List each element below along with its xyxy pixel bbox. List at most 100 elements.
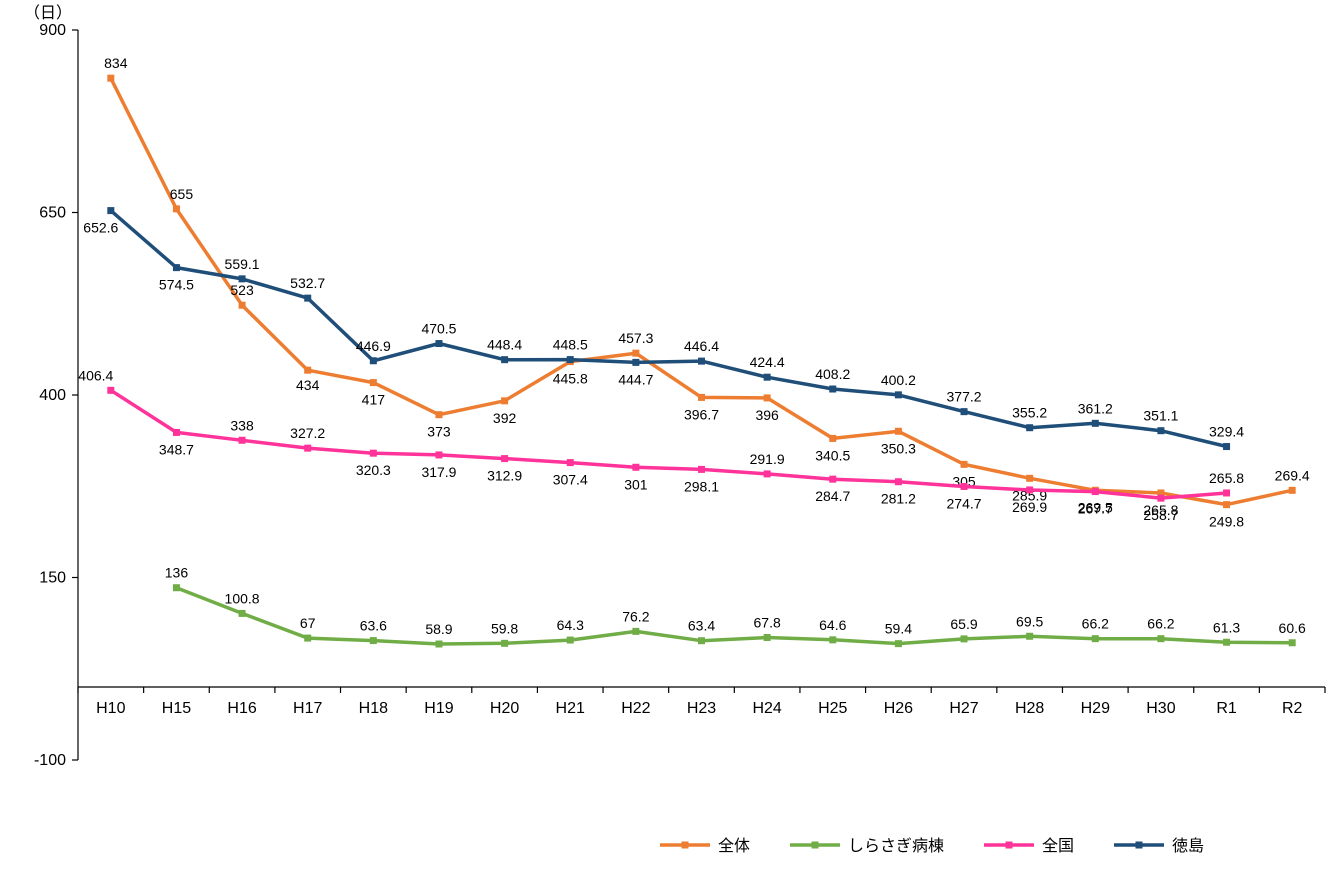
x-tick-label: H25 xyxy=(818,700,847,717)
data-label: 434 xyxy=(296,377,320,393)
data-label: 377.2 xyxy=(947,389,982,405)
data-label: 65.9 xyxy=(950,616,977,632)
series-marker xyxy=(699,358,705,364)
data-label: 66.2 xyxy=(1147,616,1174,632)
series-marker xyxy=(502,357,508,363)
series-marker xyxy=(895,428,901,434)
data-label: 274.7 xyxy=(947,495,982,511)
data-label: 406.4 xyxy=(78,367,113,383)
data-label: 265.8 xyxy=(1209,470,1244,486)
data-label: 523 xyxy=(230,282,254,298)
legend-label: 徳島 xyxy=(1172,837,1204,855)
data-label: 348.7 xyxy=(159,441,194,457)
data-label: 61.3 xyxy=(1213,619,1240,635)
series-marker xyxy=(764,635,770,641)
data-label: 652.6 xyxy=(83,220,118,236)
data-label: 60.6 xyxy=(1279,620,1306,636)
series-marker xyxy=(830,637,836,643)
data-label: 69.5 xyxy=(1016,613,1043,629)
data-label: 400.2 xyxy=(881,372,916,388)
x-tick-label: H15 xyxy=(162,700,191,717)
data-label: 340.5 xyxy=(815,447,850,463)
y-tick-label: 900 xyxy=(39,22,66,39)
data-label: 417 xyxy=(362,392,386,408)
data-label: 446.9 xyxy=(356,338,391,354)
chart-bg xyxy=(0,0,1344,880)
series-marker xyxy=(699,638,705,644)
series-marker xyxy=(830,435,836,441)
legend-marker xyxy=(1136,842,1143,849)
data-label: 298.1 xyxy=(684,478,719,494)
data-label: 445.8 xyxy=(553,371,588,387)
series-marker xyxy=(895,479,901,485)
series-marker xyxy=(1092,489,1098,495)
data-label: 59.8 xyxy=(491,620,518,636)
data-label: 350.3 xyxy=(881,440,916,456)
series-marker xyxy=(567,637,573,643)
data-label: 317.9 xyxy=(421,464,456,480)
series-marker xyxy=(764,471,770,477)
legend-marker xyxy=(1006,842,1013,849)
data-label: 327.2 xyxy=(290,425,325,441)
data-label: 58.9 xyxy=(425,621,452,637)
data-label: 136 xyxy=(165,565,189,581)
y-tick-label: 150 xyxy=(39,570,66,587)
series-marker xyxy=(108,208,114,214)
data-label: 307.4 xyxy=(553,472,588,488)
series-marker xyxy=(1224,444,1230,450)
series-marker xyxy=(108,75,114,81)
data-label: 338 xyxy=(230,417,254,433)
data-label: 100.8 xyxy=(225,590,260,606)
series-marker xyxy=(961,461,967,467)
series-marker xyxy=(436,412,442,418)
series-marker xyxy=(764,374,770,380)
series-marker xyxy=(370,358,376,364)
series-marker xyxy=(1224,639,1230,645)
data-label: 655 xyxy=(170,186,194,202)
series-marker xyxy=(1092,636,1098,642)
data-label: 258.7 xyxy=(1143,507,1178,523)
x-tick-label: H24 xyxy=(752,700,781,717)
chart-svg: （日）-100150400650900H10H15H16H17H18H19H20… xyxy=(0,0,1344,880)
y-axis-unit: （日） xyxy=(24,4,72,22)
series-marker xyxy=(239,276,245,282)
series-marker xyxy=(961,483,967,489)
data-label: 64.3 xyxy=(557,617,584,633)
x-tick-label: H30 xyxy=(1146,700,1175,717)
series-marker xyxy=(1224,502,1230,508)
series-marker xyxy=(1027,633,1033,639)
data-label: 559.1 xyxy=(225,256,260,272)
series-marker xyxy=(1158,636,1164,642)
series-marker xyxy=(1092,420,1098,426)
series-marker xyxy=(961,409,967,415)
series-marker xyxy=(305,445,311,451)
series-marker xyxy=(699,466,705,472)
series-marker xyxy=(239,610,245,616)
legend-label: 全体 xyxy=(718,837,750,855)
data-label: 269.9 xyxy=(1012,499,1047,515)
line-chart: （日）-100150400650900H10H15H16H17H18H19H20… xyxy=(0,0,1344,880)
x-tick-label: H18 xyxy=(359,700,388,717)
data-label: 281.2 xyxy=(881,491,916,507)
series-marker xyxy=(1027,487,1033,493)
data-label: 373 xyxy=(427,424,451,440)
data-label: 574.5 xyxy=(159,277,194,293)
x-tick-label: H23 xyxy=(687,700,716,717)
data-label: 329.4 xyxy=(1209,424,1244,440)
series-marker xyxy=(764,395,770,401)
series-marker xyxy=(239,302,245,308)
series-marker xyxy=(502,398,508,404)
series-marker xyxy=(173,585,179,591)
series-marker xyxy=(1158,428,1164,434)
data-label: 284.7 xyxy=(815,488,850,504)
series-marker xyxy=(895,641,901,647)
data-label: 76.2 xyxy=(622,608,649,624)
series-marker xyxy=(305,635,311,641)
series-marker xyxy=(1289,487,1295,493)
series-marker xyxy=(633,359,639,365)
series-marker xyxy=(567,460,573,466)
x-tick-label: H26 xyxy=(884,700,913,717)
x-tick-label: H10 xyxy=(96,700,125,717)
data-label: 67 xyxy=(300,615,316,631)
series-marker xyxy=(1158,495,1164,501)
